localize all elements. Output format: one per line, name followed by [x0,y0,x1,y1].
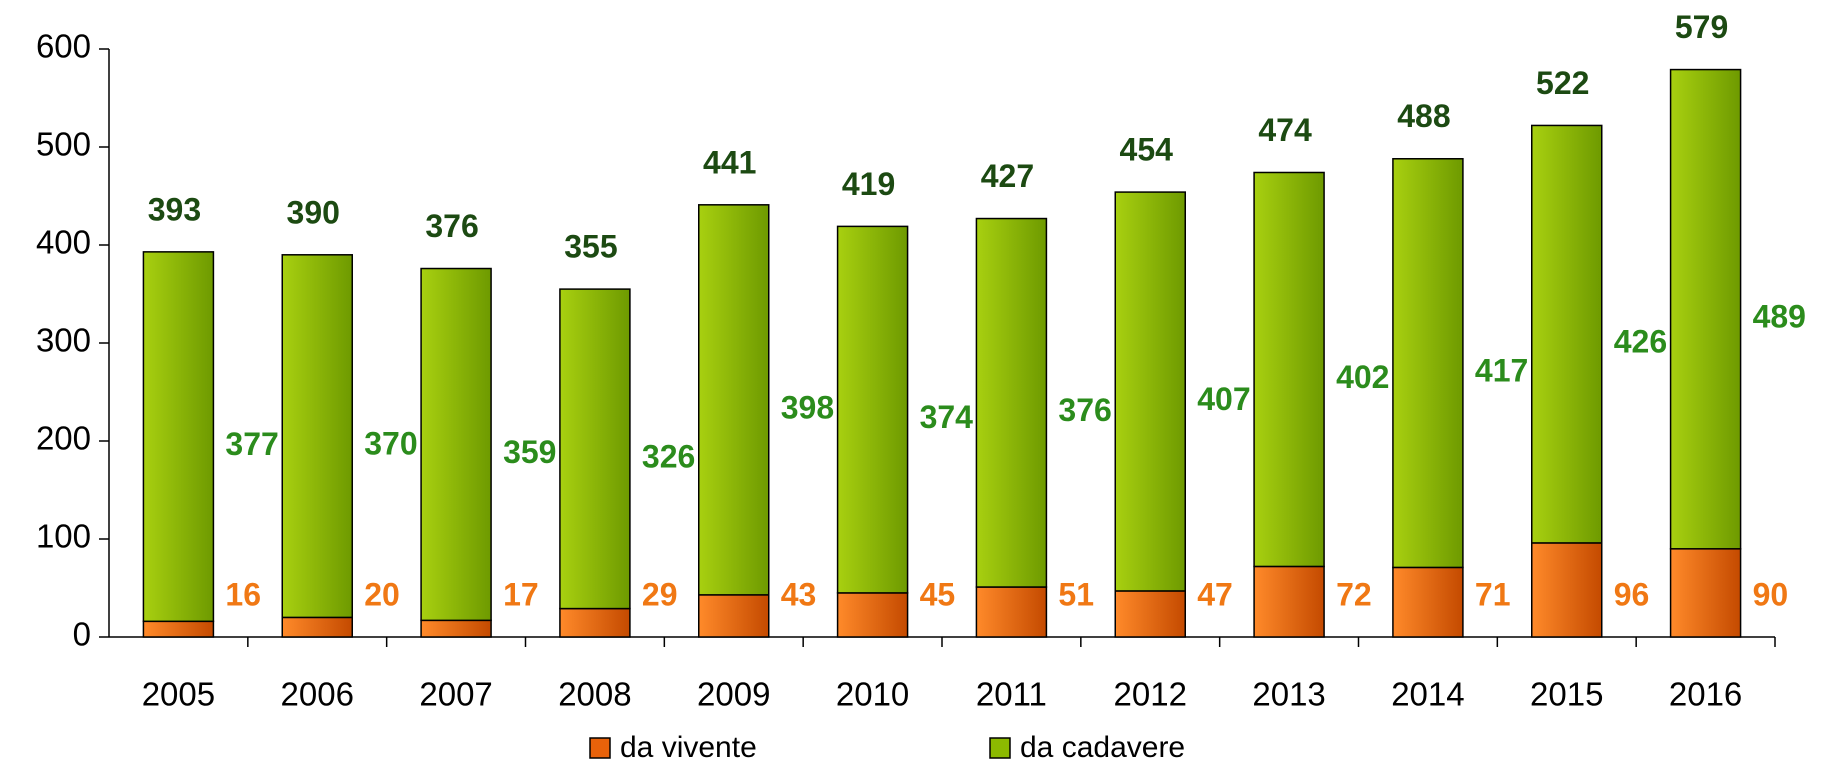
x-tick-label: 2013 [1252,676,1325,713]
bar-segment [836,592,909,638]
data-label: 17 [503,576,539,612]
y-tick-label: 200 [36,420,91,457]
data-label: 51 [1058,576,1094,612]
x-tick-label: 2015 [1530,676,1603,713]
x-tick-label: 2005 [142,676,215,713]
data-label: 96 [1614,576,1650,612]
data-label: 417 [1475,353,1528,389]
data-label: 326 [642,438,695,474]
x-tick-label: 2010 [836,676,909,713]
bar-segment [1531,124,1603,544]
data-label: 16 [225,576,261,612]
bar-segment [1669,68,1742,550]
data-label: 47 [1197,576,1233,612]
data-label: 402 [1336,359,1389,395]
bar-segment [698,204,770,596]
data-label: 377 [225,426,278,462]
y-tick-label: 600 [36,28,91,65]
bar-segment [559,607,631,638]
data-label: 45 [920,576,956,612]
bar-segment [142,620,215,638]
total-label: 474 [1258,112,1312,148]
bar-segment [1114,590,1186,638]
legend-label: da vivente [620,731,757,764]
total-label: 427 [981,158,1034,194]
data-label: 359 [503,434,556,470]
total-label: 522 [1536,65,1589,101]
legend-label: da cadavere [1020,731,1185,764]
bar-segment [698,594,770,638]
y-tick-label: 500 [36,126,91,163]
data-label: 376 [1058,392,1111,428]
data-label: 489 [1753,299,1806,335]
total-label: 441 [703,144,756,180]
bar-segment [420,267,492,622]
total-label: 454 [1120,132,1174,168]
y-tick-label: 300 [36,322,91,359]
bar-segment [1253,171,1325,568]
bar-segment [559,288,631,610]
x-tick-label: 2016 [1669,676,1742,713]
bar-segment [975,586,1048,638]
total-label: 355 [564,229,617,265]
bar-segment [142,251,215,623]
total-label: 488 [1397,98,1450,134]
y-tick-label: 400 [36,224,91,261]
x-tick-label: 2008 [558,676,631,713]
data-label: 407 [1197,381,1250,417]
data-label: 398 [781,389,834,425]
data-label: 29 [642,576,678,612]
data-label: 20 [364,576,400,612]
x-tick-label: 2014 [1391,676,1464,713]
legend-swatch [989,737,1011,759]
bar-segment [836,225,909,594]
x-tick-label: 2009 [697,676,770,713]
x-tick-label: 2012 [1114,676,1187,713]
y-tick-label: 100 [36,518,91,555]
y-tick-label: 0 [73,616,91,653]
bar-segment [281,254,353,619]
bar-segment [1531,542,1603,638]
bar-segment [1253,565,1325,638]
bar-segment [1114,191,1186,592]
data-label: 90 [1753,576,1789,612]
bar-segment [420,619,492,638]
total-label: 393 [148,191,201,227]
data-label: 72 [1336,576,1372,612]
bar-segment [281,616,353,638]
total-label: 579 [1675,9,1728,45]
total-label: 376 [425,208,478,244]
data-label: 426 [1614,324,1667,360]
x-tick-label: 2007 [419,676,492,713]
data-label: 71 [1475,576,1511,612]
data-label: 374 [920,399,974,435]
x-tick-label: 2011 [976,676,1047,713]
x-tick-label: 2006 [281,676,354,713]
total-label: 419 [842,166,895,202]
data-label: 370 [364,426,417,462]
bar-segment [1392,566,1464,638]
bar-segment [1392,158,1464,569]
legend-swatch [589,737,611,759]
total-label: 390 [287,194,340,230]
bar-segment [1669,548,1742,638]
bar-segment [975,217,1048,588]
data-label: 43 [781,576,817,612]
